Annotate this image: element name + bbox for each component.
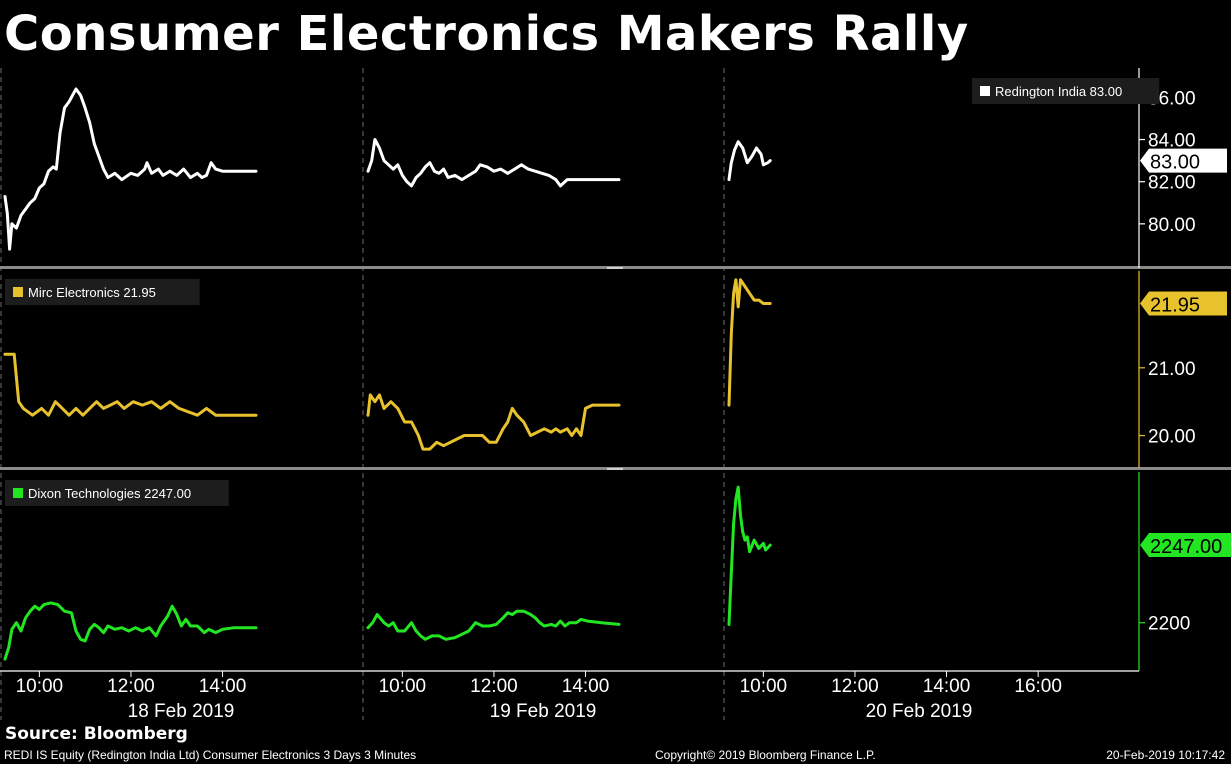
day-separators bbox=[0, 68, 1231, 720]
x-tick-label: 14:00 bbox=[562, 676, 610, 697]
x-day-label: 19 Feb 2019 bbox=[490, 701, 597, 720]
series-line-day-3 bbox=[727, 278, 772, 407]
last-value-tag bbox=[1140, 533, 1231, 558]
x-day-label: 18 Feb 2019 bbox=[128, 701, 235, 720]
panel-divider-handle-2 bbox=[607, 468, 623, 470]
y-tick-label: 82.00 bbox=[1148, 173, 1196, 194]
last-value-tag bbox=[1140, 148, 1227, 173]
y-tick-label: 21.00 bbox=[1148, 359, 1196, 380]
y-tick-label: 84.00 bbox=[1148, 131, 1196, 152]
legend-box bbox=[5, 279, 200, 305]
x-tick-label: 12:00 bbox=[831, 676, 879, 697]
legend-swatch bbox=[980, 86, 990, 96]
source-note: Source: Bloomberg bbox=[5, 724, 188, 744]
x-tick-label: 10:00 bbox=[740, 676, 788, 697]
panel-redington-india: 80.00 82.00 84.00 86.00 83.00 Redington India… bbox=[3, 68, 1227, 268]
legend-box bbox=[972, 78, 1160, 104]
legend-swatch bbox=[13, 287, 23, 297]
y-tick-label: 2200 bbox=[1148, 614, 1190, 635]
y-tick-label: 86.00 bbox=[1148, 88, 1196, 109]
legend-label: Redington India 83.00 bbox=[995, 84, 1122, 99]
chart-area: 80.00 82.00 84.00 86.00 83.00 Redington India… bbox=[0, 68, 1231, 720]
series-line-day-1 bbox=[3, 87, 258, 251]
last-value-label: 2247.00 bbox=[1150, 536, 1222, 558]
x-tick-label: 12:00 bbox=[470, 676, 518, 697]
series-line-day-2 bbox=[366, 138, 621, 188]
x-tick-label: 16:00 bbox=[1014, 676, 1062, 697]
x-axis: 10:00 12:00 14:00 18 Feb 2019 10:00 12:00 14:0… bbox=[0, 670, 1139, 720]
x-tick-label: 12:00 bbox=[107, 676, 155, 697]
x-day-label: 20 Feb 2019 bbox=[866, 701, 973, 720]
footer-copyright: Copyright© 2019 Bloomberg Finance L.P. bbox=[655, 748, 876, 762]
legend-label: Mirc Electronics 21.95 bbox=[28, 285, 156, 300]
last-value-label: 83.00 bbox=[1150, 152, 1200, 174]
chart-title: Consumer Electronics Makers Rally bbox=[4, 6, 969, 62]
series-line-day-3 bbox=[727, 140, 772, 182]
x-tick-label: 10:00 bbox=[379, 676, 427, 697]
series-line-day-1 bbox=[3, 352, 258, 417]
x-tick-label: 14:00 bbox=[199, 676, 247, 697]
y-tick-label: 20.00 bbox=[1148, 427, 1196, 448]
series-line-day-3 bbox=[727, 485, 772, 626]
legend-box bbox=[5, 480, 229, 506]
x-tick-label: 10:00 bbox=[16, 676, 64, 697]
series-line-day-2 bbox=[366, 393, 621, 451]
last-value-label: 21.95 bbox=[1150, 294, 1200, 316]
legend-label: Dixon Technologies 2247.00 bbox=[28, 486, 191, 501]
footer-ticker-description: REDI IS Equity (Redington India Ltd) Con… bbox=[4, 748, 417, 762]
panel-dixon-technologies: 2200 2247.00 Dixon Technologies 2247.00 bbox=[3, 472, 1231, 671]
legend-swatch bbox=[13, 488, 23, 498]
panel-divider-handle-1 bbox=[607, 267, 623, 269]
footer-timestamp: 20-Feb-2019 10:17:42 bbox=[1106, 748, 1225, 762]
y-tick-label: 80.00 bbox=[1148, 215, 1196, 236]
chart-panels: 80.00 82.00 84.00 86.00 83.00 Redington India… bbox=[3, 68, 1231, 671]
panel-mirc-electronics: 20.00 21.00 21.95 Mirc Electronics 21.95 bbox=[3, 271, 1227, 468]
series-line-day-1 bbox=[3, 601, 258, 661]
last-value-tag bbox=[1140, 291, 1227, 316]
series-line-day-2 bbox=[366, 609, 621, 641]
x-tick-label: 14:00 bbox=[923, 676, 971, 697]
